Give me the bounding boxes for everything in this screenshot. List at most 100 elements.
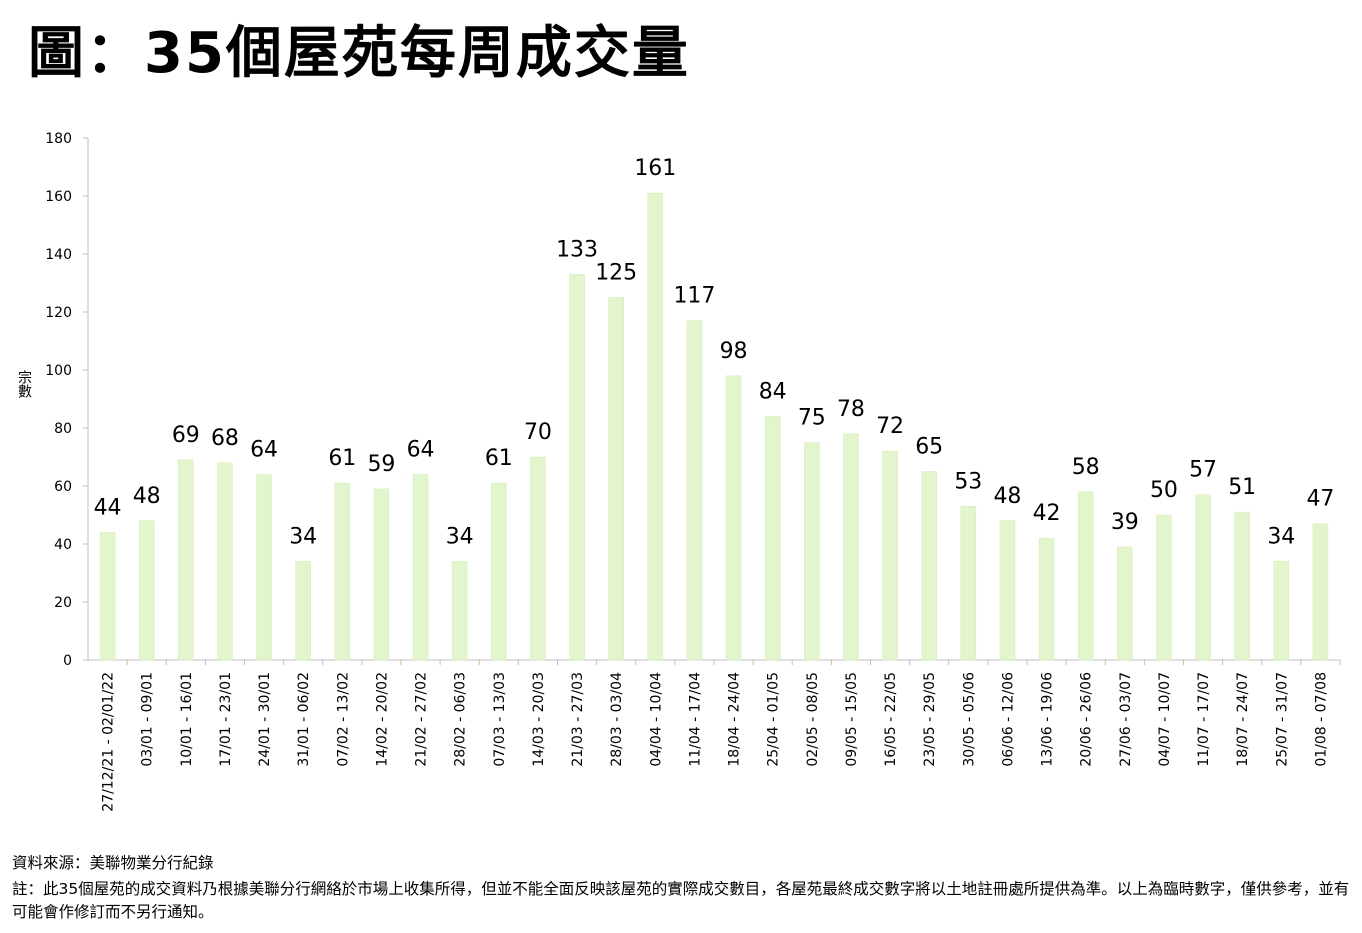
source-note: 資料來源：美聯物業分行紀錄 — [12, 854, 214, 872]
x-tick-label: 04/04 - 10/04 — [648, 672, 664, 767]
bar — [764, 416, 781, 661]
data-label: 58 — [1072, 455, 1100, 480]
data-label: 61 — [328, 446, 356, 471]
x-tick-label: 16/05 - 22/05 — [883, 672, 899, 767]
bar — [804, 442, 820, 661]
x-tick-label: 11/07 - 17/07 — [1196, 672, 1212, 767]
data-label: 98 — [720, 339, 748, 364]
y-tick-label: 80 — [54, 421, 72, 437]
x-tick-label: 24/01 - 30/01 — [257, 672, 273, 767]
data-label: 117 — [673, 284, 715, 309]
bar — [725, 375, 742, 661]
bar — [530, 456, 546, 661]
data-label: 133 — [556, 237, 598, 262]
bar — [334, 482, 351, 661]
x-tick-label: 10/01 - 16/01 — [179, 672, 195, 767]
bar — [843, 433, 859, 661]
x-tick-label: 23/05 - 29/05 — [922, 672, 938, 767]
data-label: 42 — [1033, 501, 1061, 526]
x-tick-label: 20/06 - 26/06 — [1079, 672, 1095, 767]
bar — [921, 471, 937, 661]
x-tick-label: 01/08 - 07/08 — [1313, 672, 1329, 767]
x-tick-label: 31/01 - 06/02 — [296, 672, 312, 767]
x-tick-label: 02/05 - 08/05 — [805, 672, 821, 767]
bar — [569, 274, 585, 661]
y-tick-label: 140 — [45, 247, 72, 263]
y-tick-label: 160 — [45, 189, 72, 205]
data-label: 34 — [289, 524, 317, 549]
bar — [178, 459, 194, 661]
data-label: 61 — [485, 446, 513, 471]
y-tick-label: 40 — [54, 537, 72, 553]
x-tick-label: 18/07 - 24/07 — [1235, 672, 1251, 767]
bar — [1312, 523, 1329, 661]
bar — [647, 192, 664, 661]
x-tick-label: 28/03 - 03/04 — [609, 672, 625, 767]
bar — [217, 462, 233, 661]
x-tick-label: 07/02 - 13/02 — [335, 672, 351, 767]
x-tick-label: 21/02 - 27/02 — [414, 672, 430, 767]
y-tick-label: 100 — [45, 363, 72, 379]
data-label: 84 — [759, 379, 787, 404]
data-label: 48 — [133, 484, 161, 509]
y-tick-label: 20 — [54, 595, 72, 611]
y-tick-label: 0 — [63, 653, 72, 669]
x-tick-label: 06/06 - 12/06 — [1000, 672, 1016, 767]
data-label: 51 — [1228, 475, 1256, 500]
x-tick-label: 04/07 - 10/07 — [1157, 672, 1173, 767]
data-label: 72 — [876, 414, 904, 439]
data-label: 64 — [407, 437, 435, 462]
bar — [451, 561, 468, 661]
disclaimer-note: 註：此35個屋苑的成交資料乃根據美聯分行網絡於市場上收集所得，但並不能全面反映該… — [12, 880, 1350, 921]
bar — [412, 474, 429, 661]
bar — [960, 506, 977, 661]
x-tick-label: 30/05 - 05/06 — [961, 672, 977, 767]
data-label: 50 — [1150, 478, 1178, 503]
x-tick-label: 28/02 - 06/03 — [453, 672, 469, 767]
x-tick-label: 27/12/21 - 02/01/22 — [101, 672, 117, 812]
bar — [99, 532, 116, 661]
x-tick-label: 09/05 - 15/05 — [844, 672, 860, 767]
x-tick-label: 07/03 - 13/03 — [492, 672, 508, 767]
chart-title: 圖：35個屋苑每周成交量 — [28, 21, 690, 86]
data-label: 69 — [172, 423, 200, 448]
data-label: 65 — [915, 435, 943, 460]
data-label: 53 — [954, 469, 982, 494]
x-tick-label: 14/03 - 20/03 — [531, 672, 547, 767]
bar — [999, 520, 1016, 661]
data-label: 47 — [1306, 487, 1334, 512]
x-tick-label: 17/01 - 23/01 — [218, 672, 234, 767]
data-label: 34 — [1267, 524, 1295, 549]
y-axis-title: 宗數 — [16, 370, 32, 398]
x-tick-label: 11/04 - 17/04 — [687, 672, 703, 767]
bar — [1038, 537, 1055, 661]
y-tick-label: 180 — [45, 131, 72, 147]
bar — [256, 474, 272, 661]
data-label: 44 — [94, 495, 122, 520]
data-label: 57 — [1189, 458, 1217, 483]
bar — [1273, 561, 1290, 661]
data-label: 48 — [993, 484, 1021, 509]
bar — [686, 320, 703, 661]
bar — [138, 520, 155, 661]
bar — [1195, 494, 1211, 661]
bar — [295, 561, 311, 661]
data-label: 70 — [524, 420, 552, 445]
bar-chart: 0 20 40 60 80 100 120 140 160 180 44 27/12/21 - 02/… — [45, 131, 1341, 812]
data-label: 34 — [446, 524, 474, 549]
bar — [608, 297, 624, 661]
x-tick-label: 21/03 - 27/03 — [570, 672, 586, 767]
bar — [491, 482, 507, 661]
x-tick-label: 25/04 - 01/05 — [766, 672, 782, 767]
data-label: 75 — [798, 406, 826, 431]
data-label: 59 — [367, 452, 395, 477]
data-label: 125 — [595, 261, 637, 286]
x-tick-label: 14/02 - 20/02 — [374, 672, 390, 767]
data-label: 78 — [837, 397, 865, 422]
x-tick-label: 18/04 - 24/04 — [727, 672, 743, 767]
bar — [1117, 546, 1133, 661]
x-tick-label: 13/06 - 19/06 — [1040, 672, 1056, 767]
data-label: 161 — [634, 156, 676, 181]
x-tick-label: 27/06 - 03/07 — [1118, 672, 1134, 767]
bar — [1234, 511, 1250, 661]
